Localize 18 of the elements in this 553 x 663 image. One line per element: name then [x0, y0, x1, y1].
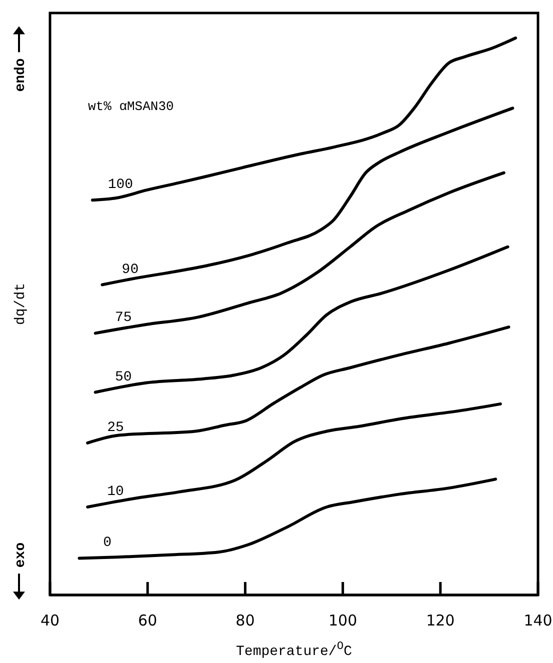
x-tick-label: 80	[236, 612, 255, 630]
x-tick-label: 40	[40, 612, 60, 630]
series-label: 90	[122, 262, 139, 278]
legend-title: wt% αMSAN30	[88, 99, 174, 114]
x-tick-label: 140	[524, 612, 552, 630]
x-tick-label: 120	[426, 612, 455, 630]
x-tick-label: 60	[138, 612, 158, 630]
series-label: 25	[107, 420, 124, 436]
text: exo	[13, 542, 29, 568]
series-label: 10	[107, 484, 124, 500]
x-tick-label: 100	[328, 612, 358, 630]
x-axis-title: Temperature/$^{O}$C	[236, 641, 352, 660]
series-label: 50	[114, 369, 132, 386]
series-label: 75	[114, 310, 132, 326]
text: endo	[13, 58, 29, 92]
series-label: 0	[103, 535, 112, 552]
series-label: 100	[108, 177, 134, 194]
y-axis-title: dq/dt	[13, 282, 29, 326]
